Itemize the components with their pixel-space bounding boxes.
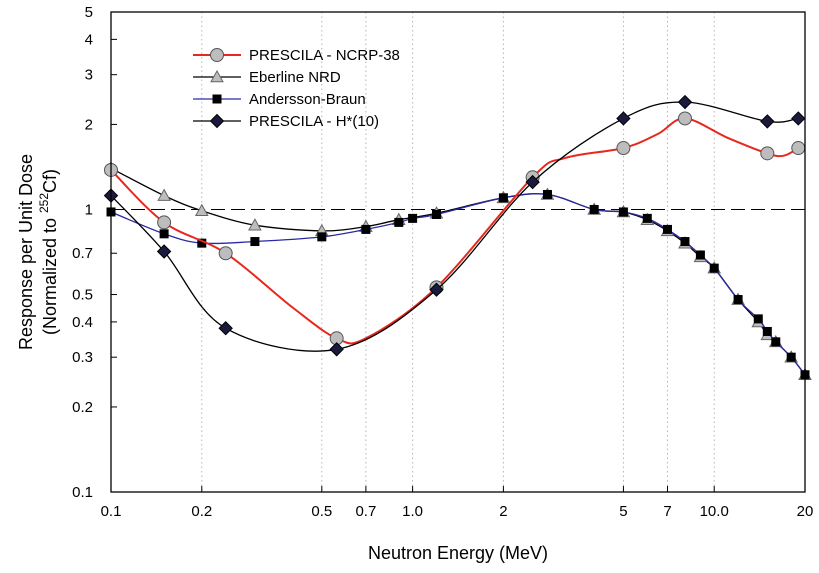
data-point	[408, 213, 418, 223]
data-point	[394, 217, 404, 227]
data-point	[662, 224, 672, 234]
data-point	[429, 282, 444, 297]
x-tick-label: 7	[663, 503, 671, 520]
data-point	[525, 174, 540, 190]
y-tick-label: 0.2	[72, 399, 93, 416]
data-point	[680, 237, 690, 247]
legend-marker	[210, 69, 224, 83]
data-point	[218, 320, 233, 336]
data-point	[157, 215, 172, 230]
x-tick-label: 5	[619, 503, 627, 520]
series-group	[103, 94, 812, 381]
data-point	[431, 209, 441, 219]
data-point	[760, 114, 775, 129]
data-point	[248, 218, 262, 231]
data-point	[616, 141, 631, 156]
legend-label: Andersson-Braun	[249, 91, 366, 108]
data-point	[542, 189, 552, 199]
y-tick-label: 0.4	[72, 314, 93, 331]
legend-entry: Eberline NRD	[193, 69, 341, 86]
x-tick-label: 10.0	[700, 503, 729, 520]
series-0	[104, 111, 806, 346]
x-tick-label: 0.2	[191, 503, 212, 520]
data-point	[218, 246, 233, 261]
data-point	[786, 352, 796, 362]
series-line	[110, 101, 799, 352]
data-point	[733, 295, 743, 305]
data-point	[760, 146, 775, 161]
data-point	[695, 250, 705, 260]
data-point	[642, 213, 652, 223]
data-point	[498, 193, 508, 203]
legend-entry: PRESCILA - NCRP-38	[193, 47, 400, 64]
legend-label: Eberline NRD	[249, 69, 341, 86]
data-point	[156, 244, 172, 259]
data-point	[589, 204, 599, 214]
legend-marker	[209, 113, 225, 129]
data-point	[677, 94, 693, 110]
series-1	[104, 161, 812, 381]
data-point	[250, 237, 260, 247]
grid-lines	[201, 12, 715, 492]
x-tick-label: 1.0	[402, 503, 423, 520]
y-tick-label: 0.3	[72, 349, 93, 366]
data-point	[677, 111, 692, 126]
y-axis-title-suffix: Cf)	[40, 169, 60, 193]
x-tick-label: 0.7	[355, 503, 376, 520]
data-point	[791, 141, 806, 156]
legend-entry: PRESCILA - H*(10)	[193, 113, 379, 130]
y-tick-label: 4	[85, 31, 93, 48]
plot-frame	[110, 11, 806, 493]
x-tick-label: 2	[499, 503, 507, 520]
x-tick-label: 20	[797, 503, 814, 520]
legend: PRESCILA - NCRP-38 Eberline NRD Andersson-…	[193, 47, 400, 130]
data-point	[361, 224, 371, 234]
y-tick-label: 2	[85, 116, 93, 133]
data-point	[329, 342, 344, 357]
y-axis-title-line2: (Normalized to 252Cf)	[37, 169, 60, 335]
legend-marker	[210, 48, 224, 62]
axis-ticks: 0.1 0.2 0.5 0.7 1.0 2 5 7 10.0 20 0.1 0.2 0.3 0.4 0.5 0…	[72, 4, 813, 520]
y-axis-title-superscript: 252	[37, 193, 51, 213]
data-point	[762, 326, 772, 336]
series-2	[106, 189, 810, 380]
y-tick-label: 1	[85, 201, 93, 218]
legend-label: PRESCILA - NCRP-38	[249, 47, 400, 64]
series-line	[110, 167, 806, 376]
y-tick-label: 3	[85, 67, 93, 84]
y-axis-title-prefix: (Normalized to	[40, 213, 60, 335]
series-3	[103, 94, 806, 357]
y-tick-label: 5	[85, 4, 93, 21]
series-line	[110, 193, 806, 376]
y-axis-title-line1: Response per Unit Dose	[16, 154, 36, 350]
legend-label: PRESCILA - H*(10)	[249, 113, 379, 130]
legend-entry: Andersson-Braun	[193, 91, 366, 108]
x-tick-label: 0.1	[101, 503, 122, 520]
y-tick-label: 0.5	[72, 287, 93, 304]
data-point	[157, 188, 171, 201]
data-point	[771, 337, 781, 347]
x-tick-label: 0.5	[311, 503, 332, 520]
data-point	[618, 207, 628, 217]
x-axis-title: Neutron Energy (MeV)	[368, 543, 548, 563]
data-point	[709, 263, 719, 273]
data-point	[159, 229, 169, 239]
y-tick-label: 0.7	[72, 245, 93, 262]
data-point	[616, 111, 631, 126]
legend-marker	[212, 94, 222, 104]
data-point	[753, 314, 763, 324]
data-point	[194, 203, 209, 217]
y-tick-label: 0.1	[72, 484, 93, 501]
data-point	[791, 111, 806, 126]
series-line	[110, 117, 799, 345]
data-point	[317, 232, 327, 242]
